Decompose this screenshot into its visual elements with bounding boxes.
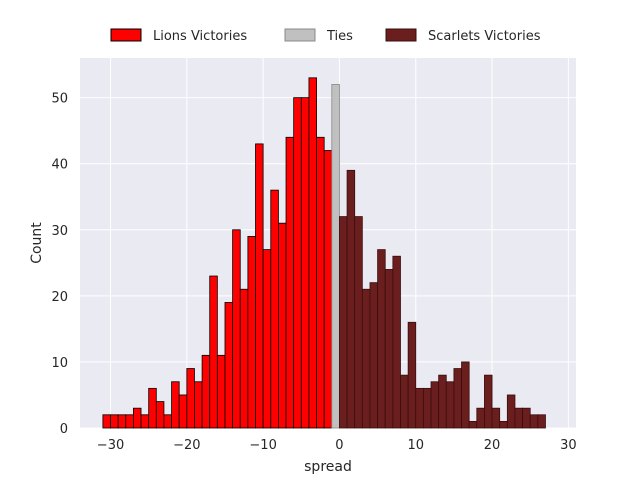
legend-swatch <box>284 28 316 42</box>
bar <box>125 414 134 429</box>
bar <box>285 136 295 429</box>
bar <box>163 414 172 429</box>
bar <box>476 407 485 429</box>
bar <box>522 407 531 429</box>
bar <box>232 229 241 429</box>
legend-item: Scarlets Victories <box>385 28 541 44</box>
bar <box>209 275 218 429</box>
x-tick-label: 30 <box>560 438 577 453</box>
bar <box>255 143 264 429</box>
y-tick-label: 0 <box>60 422 68 437</box>
bar <box>537 414 546 429</box>
y-tick-label: 20 <box>51 290 68 305</box>
bar <box>316 136 325 429</box>
bar <box>293 97 302 429</box>
bar <box>438 374 447 429</box>
bar <box>262 249 272 429</box>
y-axis-ticks: 0 10 20 30 40 50 <box>51 92 68 437</box>
bar <box>445 381 455 429</box>
legend-label: Scarlets Victories <box>428 29 541 44</box>
bar <box>186 368 195 429</box>
bar <box>484 374 493 429</box>
x-tick-label: −30 <box>97 438 124 453</box>
legend-item: Ties <box>284 28 353 44</box>
legend-swatch <box>110 28 142 42</box>
bar <box>506 394 516 429</box>
bar <box>178 394 188 429</box>
bar <box>148 387 157 429</box>
bar <box>323 150 333 429</box>
bar <box>247 235 256 429</box>
y-tick-label: 30 <box>51 224 68 239</box>
bar <box>239 288 249 429</box>
bar <box>102 414 111 429</box>
y-axis-label: Count <box>29 222 45 264</box>
legend-label: Ties <box>326 29 353 44</box>
y-tick-label: 50 <box>51 92 68 107</box>
bar <box>453 368 462 429</box>
bar <box>171 381 180 429</box>
bar <box>384 269 394 429</box>
bar <box>529 414 539 429</box>
bar <box>133 407 142 429</box>
x-tick-label: 10 <box>407 438 424 453</box>
x-axis-ticks: −30 −20 −10 0 10 20 30 <box>97 438 577 453</box>
bar <box>339 216 348 429</box>
y-tick-label: 10 <box>51 356 68 371</box>
x-tick-label: 20 <box>484 438 501 453</box>
bar <box>201 354 211 429</box>
y-tick-label: 40 <box>51 158 68 173</box>
bar <box>216 354 226 429</box>
x-axis-label: spread <box>304 459 352 475</box>
legend-item: Lions Victories <box>110 28 247 44</box>
bar <box>392 255 401 429</box>
bar <box>224 302 234 429</box>
legend-swatch <box>385 28 417 42</box>
x-tick-label: 0 <box>335 438 343 453</box>
x-tick-label: −20 <box>173 438 200 453</box>
bar <box>514 407 523 429</box>
bar <box>400 374 409 429</box>
bar <box>361 288 371 429</box>
bar <box>277 222 287 429</box>
legend: Lions Victories Ties Scarlets Victories <box>110 28 541 44</box>
bar <box>155 401 165 429</box>
bar <box>369 282 379 429</box>
bar <box>415 387 424 429</box>
bar <box>407 321 417 429</box>
bar <box>346 169 356 429</box>
bar <box>270 189 279 429</box>
bar <box>331 84 340 429</box>
bar <box>194 381 203 429</box>
bars <box>102 77 546 429</box>
x-tick-label: −10 <box>249 438 276 453</box>
bar <box>377 249 386 429</box>
bar <box>468 420 478 429</box>
legend-label: Lions Victories <box>153 29 247 44</box>
bar <box>491 407 501 429</box>
bar <box>140 414 150 429</box>
bar <box>461 361 470 429</box>
bar <box>300 97 310 429</box>
bar <box>117 414 127 429</box>
bar <box>430 381 440 429</box>
bar <box>110 414 119 429</box>
bar <box>308 77 317 429</box>
bar <box>422 387 432 429</box>
bar <box>354 216 363 429</box>
bar <box>499 420 508 429</box>
